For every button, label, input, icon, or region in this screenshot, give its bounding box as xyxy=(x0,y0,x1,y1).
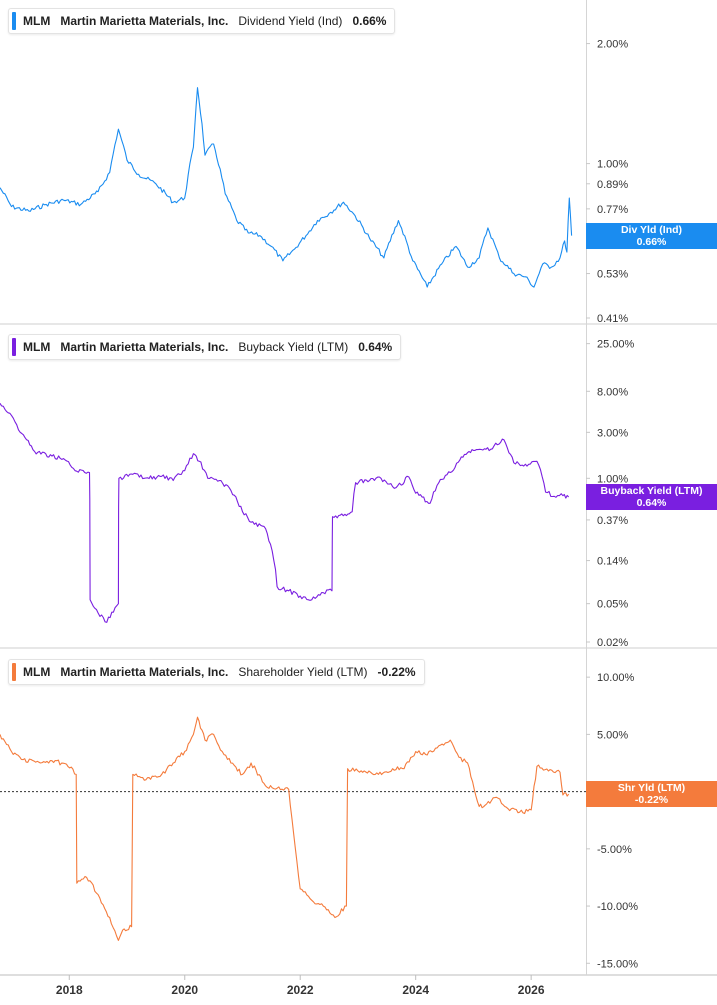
legend-company: Martin Marietta Materials, Inc. xyxy=(60,665,229,679)
legend-ticker: MLM xyxy=(23,665,51,679)
legend-value: 0.66% xyxy=(352,14,387,28)
legend-ticker: MLM xyxy=(23,340,51,354)
series-line xyxy=(0,87,573,288)
legend-company: Martin Marietta Materials, Inc. xyxy=(60,340,229,354)
series-color-marker xyxy=(12,663,16,681)
x-tick-label: 2020 xyxy=(171,983,198,997)
y-tick-label: 0.14% xyxy=(597,556,628,568)
y-tick-label: 10.00% xyxy=(597,672,635,684)
current-value-badge-shareholder: Shr Yld (LTM) -0.22% xyxy=(586,781,717,808)
y-tick-label: 0.77% xyxy=(597,204,628,216)
y-tick-label: 0.53% xyxy=(597,269,628,281)
legend-value: 0.64% xyxy=(358,340,393,354)
series-color-marker xyxy=(12,12,16,30)
x-tick-label: 2024 xyxy=(402,983,429,997)
y-tick-label: 5.00% xyxy=(597,729,628,741)
y-tick-label: 2.00% xyxy=(597,39,628,51)
badge-value: -0.22% xyxy=(634,794,669,807)
x-tick-label: 2018 xyxy=(56,983,83,997)
series-color-marker xyxy=(12,338,16,356)
legend-buyback-yield: MLM Martin Marietta Materials, Inc. Buyb… xyxy=(8,334,402,360)
y-tick-label: -5.00% xyxy=(597,844,632,856)
y-tick-label: 0.05% xyxy=(597,599,628,611)
badge-label: Div Yld (Ind) xyxy=(620,223,683,236)
series-line xyxy=(0,403,570,623)
current-value-badge-dividend: Div Yld (Ind) 0.66% xyxy=(586,222,717,249)
badge-value: 0.66% xyxy=(636,235,667,248)
legend-metric: Shareholder Yield (LTM) xyxy=(238,665,368,679)
y-tick-label: 3.00% xyxy=(597,427,628,439)
y-tick-label: 25.00% xyxy=(597,339,635,351)
y-tick-label: 0.37% xyxy=(597,515,628,527)
legend-company: Martin Marietta Materials, Inc. xyxy=(60,14,229,28)
y-tick-label: 0.41% xyxy=(597,313,628,325)
y-tick-label: 8.00% xyxy=(597,386,628,398)
badge-label: Buyback Yield (LTM) xyxy=(600,484,703,497)
legend-ticker: MLM xyxy=(23,14,51,28)
badge-label: Shr Yld (LTM) xyxy=(617,782,686,795)
y-tick-label: 0.02% xyxy=(597,637,628,649)
y-tick-label: 1.00% xyxy=(597,159,628,171)
x-tick-label: 2026 xyxy=(518,983,545,997)
legend-metric: Buyback Yield (LTM) xyxy=(238,340,349,354)
y-tick-label: -10.00% xyxy=(597,901,638,913)
current-value-badge-buyback: Buyback Yield (LTM) 0.64% xyxy=(586,483,717,510)
badge-value: 0.64% xyxy=(636,496,667,509)
y-tick-label: 0.89% xyxy=(597,179,628,191)
y-tick-label: -15.00% xyxy=(597,958,638,970)
legend-value: -0.22% xyxy=(377,665,416,679)
legend-shareholder-yield: MLM Martin Marietta Materials, Inc. Shar… xyxy=(8,659,425,685)
y-tick-label: 1.00% xyxy=(597,473,628,485)
legend-metric: Dividend Yield (Ind) xyxy=(238,14,343,28)
series-line xyxy=(0,716,570,941)
legend-dividend-yield: MLM Martin Marietta Materials, Inc. Divi… xyxy=(8,8,396,34)
x-tick-label: 2022 xyxy=(287,983,314,997)
